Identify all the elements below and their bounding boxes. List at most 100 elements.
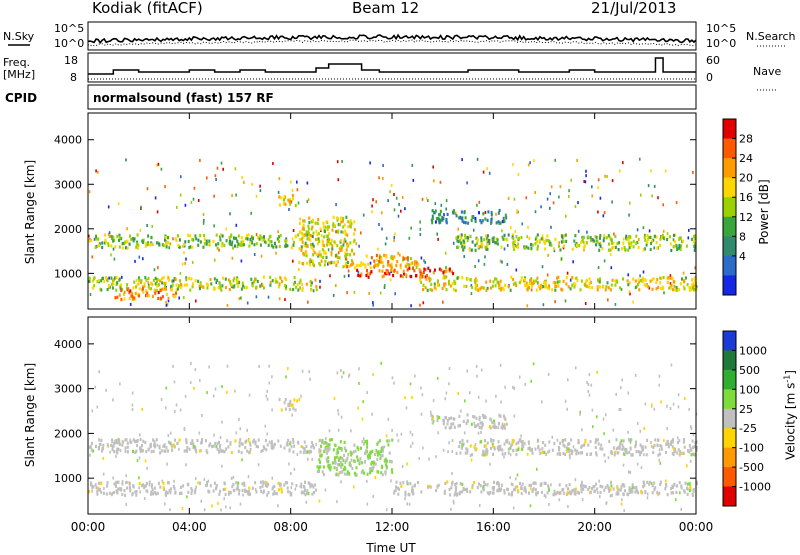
velocity-band-0-cell xyxy=(310,445,313,449)
velocity-band-2-cell xyxy=(380,450,383,454)
power-band-1-cell xyxy=(164,284,166,288)
velocity-band-1-cell xyxy=(232,482,235,486)
power-band-6-cell xyxy=(358,264,361,268)
velocity-band-1-cell xyxy=(236,487,239,491)
velocity-band-2-cell xyxy=(374,462,377,466)
velocity-speckle xyxy=(203,477,206,481)
velocity-band-2-cell xyxy=(366,472,369,476)
velocity-band-1-cell xyxy=(287,490,290,494)
velocity-band-4-cell xyxy=(479,484,482,488)
velocity-speckle xyxy=(571,449,574,453)
power-band-0-cell xyxy=(191,237,194,242)
velocity-band-5-cell xyxy=(483,444,486,448)
power-band-0-cell xyxy=(90,238,93,242)
power-band-7-cell xyxy=(556,280,559,284)
velocity-band-5-cell xyxy=(667,442,669,446)
power-band-7-cell xyxy=(454,281,457,285)
power-band-0-cell xyxy=(175,238,178,242)
velocity-band-5-cell xyxy=(615,447,618,451)
power-band-1-cell xyxy=(151,283,154,287)
velocity-speckle xyxy=(473,421,476,425)
velocity-band-4-cell xyxy=(558,483,561,487)
power-band-0-cell xyxy=(240,243,243,247)
velocity-band-4-cell xyxy=(631,486,634,490)
velocity-speckle xyxy=(497,426,499,430)
velocity-band-0-cell xyxy=(248,451,251,455)
velocity-band-1-cell xyxy=(148,480,151,484)
velocity-band-1-cell xyxy=(272,486,275,490)
power-band-7-cell xyxy=(558,279,561,284)
velocity-band-4-cell xyxy=(659,482,662,487)
velocity-speckle xyxy=(91,489,93,493)
velocity-band-5-cell xyxy=(539,451,542,456)
power-band-7-cell xyxy=(491,284,494,288)
velocity-band-1-cell xyxy=(186,483,189,487)
velocity-speckle xyxy=(620,386,622,390)
power-band-6-cell xyxy=(413,260,416,264)
power-band-7-cell xyxy=(524,277,526,282)
power-speckle xyxy=(554,158,556,162)
power-band-8-cell xyxy=(496,242,499,246)
power-band-0-cell xyxy=(158,242,161,246)
power-band-4-cell xyxy=(314,221,317,225)
velocity-band-1-cell xyxy=(229,491,232,495)
velocity-band-1-cell xyxy=(309,483,312,487)
power-band-4-cell xyxy=(318,239,321,243)
velocity-band-0-cell xyxy=(264,439,267,443)
power-band-8-cell xyxy=(672,233,675,237)
velocity-band-5-cell xyxy=(541,447,544,451)
velocity-band-0-cell xyxy=(111,440,114,444)
power-speckle xyxy=(383,286,386,289)
power-speckle xyxy=(235,193,237,197)
velocity-band-5-cell xyxy=(623,448,626,452)
velocity-band-4-cell xyxy=(448,487,451,492)
velocity-band-5-cell xyxy=(515,448,518,452)
velocity-band-4-cell xyxy=(493,480,495,484)
velocity-band-1-cell xyxy=(311,483,314,487)
velocity-band-5-cell xyxy=(498,446,501,450)
velocity-band-2-cell xyxy=(356,455,359,459)
velocity-speckle xyxy=(131,403,134,407)
velocity-band-5-cell xyxy=(580,451,583,455)
velocity-band-4-cell xyxy=(593,485,596,489)
power-speckle xyxy=(549,192,551,196)
power-band-8-cell xyxy=(559,248,562,252)
power-band-1-cell xyxy=(292,282,295,286)
power-band-0-cell xyxy=(242,243,245,247)
velocity-band-4-cell xyxy=(580,490,583,494)
velocity-band-4-cell xyxy=(547,484,550,488)
power-band-7-cell xyxy=(679,282,682,286)
velocity-speckle xyxy=(173,479,175,483)
velocity-band-5-cell xyxy=(641,445,644,449)
power-band-0-cell xyxy=(219,238,222,242)
velocity-band-2-cell xyxy=(337,451,340,455)
power-speckle xyxy=(558,241,560,245)
power-band-1-cell xyxy=(269,275,272,279)
power-band-8-cell xyxy=(461,242,464,246)
velocity-speckle xyxy=(636,421,639,425)
power-band-6-cell xyxy=(384,255,387,259)
power-speckle xyxy=(530,288,533,292)
power-band-4-cell xyxy=(337,222,340,227)
power-speckle xyxy=(421,197,424,201)
power-speckle xyxy=(553,249,556,253)
velocity-band-5-cell xyxy=(459,440,461,444)
power-band-4-cell xyxy=(298,260,301,264)
power-band-8-cell xyxy=(561,236,564,240)
velocity-band-2-cell xyxy=(355,466,358,470)
velocity-speckle xyxy=(510,482,513,486)
power-band-0-cell xyxy=(305,233,308,237)
power-speckle xyxy=(183,296,185,299)
velocity-band-4-cell xyxy=(532,481,535,486)
power-band-8-cell xyxy=(628,234,631,239)
velocity-speckle xyxy=(266,397,269,401)
velocity-band-5-cell xyxy=(666,439,669,444)
power-band-8-cell xyxy=(550,243,553,247)
power-band-1-cell xyxy=(262,286,265,290)
velocity-speckle xyxy=(217,501,219,505)
power-speckle xyxy=(213,194,215,198)
velocity-band-0-cell xyxy=(113,450,116,454)
power-band-8-cell xyxy=(534,237,537,241)
power-speckle xyxy=(509,226,512,229)
power-band-9-cell xyxy=(431,209,434,213)
